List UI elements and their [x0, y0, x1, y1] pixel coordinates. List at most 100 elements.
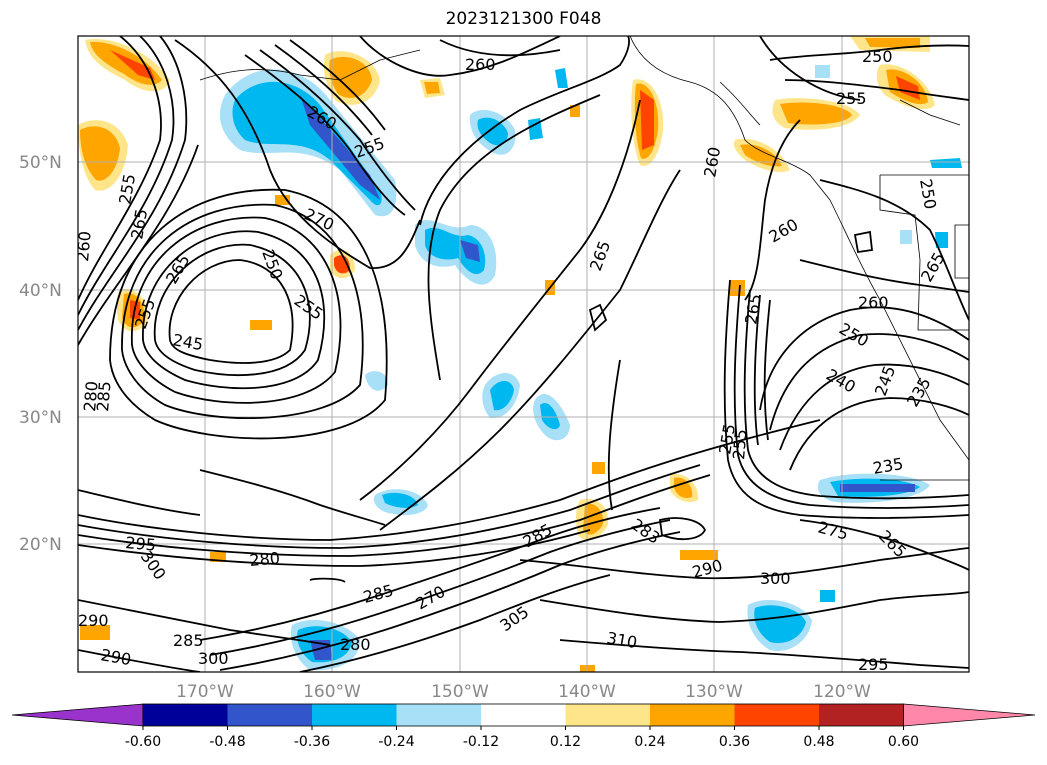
- shade-positive-strong: [110, 50, 155, 80]
- shading-layer: [78, 36, 962, 672]
- shade-negative-strong: [460, 240, 480, 262]
- contour-label: 305: [496, 602, 532, 635]
- lon-label: 130°W: [685, 682, 743, 702]
- coastlines: [199, 36, 969, 481]
- lat-label: 40°N: [19, 281, 62, 301]
- shade-negative-light: [900, 230, 912, 244]
- shade-positive-mid: [780, 102, 852, 125]
- lat-label: 30°N: [19, 408, 62, 428]
- map-frame: [77, 35, 970, 673]
- shade-positive-strong: [896, 76, 920, 100]
- contour-label: 265: [917, 249, 949, 285]
- shade-negative-mid: [477, 117, 508, 146]
- latitude-labels: 50°N 40°N 30°N 20°N: [19, 153, 62, 555]
- contour-label: 255: [115, 172, 139, 205]
- contour-label: 280: [340, 635, 371, 654]
- lon-label: 150°W: [431, 682, 489, 702]
- contour-label: 270: [413, 582, 449, 614]
- contour-label: 275: [816, 518, 850, 544]
- contour-label: 285: [173, 631, 204, 650]
- contour-label: 290: [78, 611, 109, 630]
- contour-label: 255: [291, 291, 327, 324]
- colorbar-extend-low: [11, 703, 144, 727]
- shade-positive-mid: [865, 38, 920, 48]
- lat-label: 20°N: [19, 535, 62, 555]
- colorbar-swatch: [396, 704, 481, 726]
- shade-negative-mid: [232, 81, 382, 206]
- contour-label: 255: [836, 89, 867, 108]
- contour-label: 280: [249, 548, 281, 570]
- contour-label: 235: [903, 374, 935, 410]
- shade-negative-mid: [382, 492, 418, 508]
- map-title: 2023121300 F048: [445, 9, 602, 29]
- contour-label: 245: [871, 363, 899, 398]
- contour-label: 265: [741, 292, 765, 325]
- shade-negative-mid: [930, 158, 962, 168]
- map-area: 260 260 255 250 255 270 250 255 245 260 …: [73, 36, 969, 674]
- shade-positive-mid: [730, 280, 745, 296]
- colorbar-swatch: [312, 704, 397, 726]
- contour-label: 285: [361, 581, 395, 607]
- colorbar-tick-label: 0.36: [719, 734, 750, 750]
- shade-negative-mid: [820, 590, 835, 602]
- contour-label: 250: [258, 247, 286, 282]
- colorbar-swatch: [481, 704, 566, 726]
- shade-positive-mid: [570, 105, 580, 117]
- shade-negative-strong: [840, 484, 915, 492]
- contour-label: 255: [729, 428, 751, 460]
- contour-label: 265: [162, 251, 194, 287]
- colorbar-swatch: [650, 704, 735, 726]
- colorbar-tick-label: -0.48: [209, 734, 245, 750]
- contour-label: 295: [125, 533, 157, 555]
- colorbar-swatch: [734, 704, 819, 726]
- shade-negative-mid: [425, 227, 486, 275]
- lon-label: 140°W: [558, 682, 616, 702]
- shade-negative-strong: [300, 95, 380, 200]
- shade-positive-mid: [583, 504, 604, 535]
- contour-label: 250: [836, 319, 872, 351]
- colorbar: -0.60 -0.48 -0.36 -0.24 -0.12 0.12 0.24 0.36 0.4…: [11, 703, 1036, 750]
- shade-positive-mid: [275, 195, 290, 205]
- lon-label: 170°W: [176, 682, 234, 702]
- shade-positive-mid: [329, 56, 372, 98]
- contour-label: 290: [99, 645, 132, 669]
- shade-positive-mid: [680, 550, 718, 560]
- longitude-labels: 170°W 160°W 150°W 140°W 130°W 120°W: [176, 682, 871, 702]
- contour-label: 300: [198, 649, 229, 668]
- colorbar-tick-label: 0.60: [888, 734, 919, 750]
- contour-label: 250: [862, 47, 893, 66]
- colorbar-swatch: [227, 704, 312, 726]
- shade-positive-mid: [334, 255, 350, 274]
- contour-label: 285: [93, 380, 115, 412]
- contour-label: 250: [916, 177, 940, 210]
- contour-labels: 260 260 255 250 255 270 250 255 245 260 …: [73, 47, 949, 674]
- colorbar-extend-high: [903, 703, 1036, 727]
- colorbar-outline: [142, 703, 904, 727]
- shade-negative-mid: [935, 232, 948, 248]
- shade-positive-mid: [80, 126, 120, 181]
- lat-label: 50°N: [19, 153, 62, 173]
- shade-positive-mid: [740, 144, 782, 167]
- shade-positive-mid: [592, 462, 605, 474]
- colorbar-tick-label: 0.48: [803, 734, 834, 750]
- contour-label: 280: [80, 380, 102, 412]
- contour-label: 260: [73, 230, 95, 262]
- colorbar-swatch: [565, 704, 650, 726]
- colorbar-swatch: [819, 704, 904, 726]
- lon-label: 160°W: [303, 682, 361, 702]
- shade-positive-strong: [640, 90, 654, 150]
- contour-label: 300: [760, 569, 791, 588]
- shade-negative-mid: [490, 381, 514, 411]
- contour-label: 265: [127, 207, 151, 240]
- colorbar-tick-label: -0.36: [294, 734, 330, 750]
- shade-negative-light: [365, 371, 388, 391]
- contour-label: 295: [858, 655, 889, 674]
- colorbar-swatch: [143, 704, 228, 726]
- lon-label: 120°W: [813, 682, 871, 702]
- shade-negative-light: [815, 65, 830, 78]
- contour-label: 235: [871, 454, 904, 478]
- contour-label: 260: [700, 145, 724, 178]
- shade-positive-mid: [424, 82, 440, 94]
- shade-negative-mid: [528, 118, 543, 140]
